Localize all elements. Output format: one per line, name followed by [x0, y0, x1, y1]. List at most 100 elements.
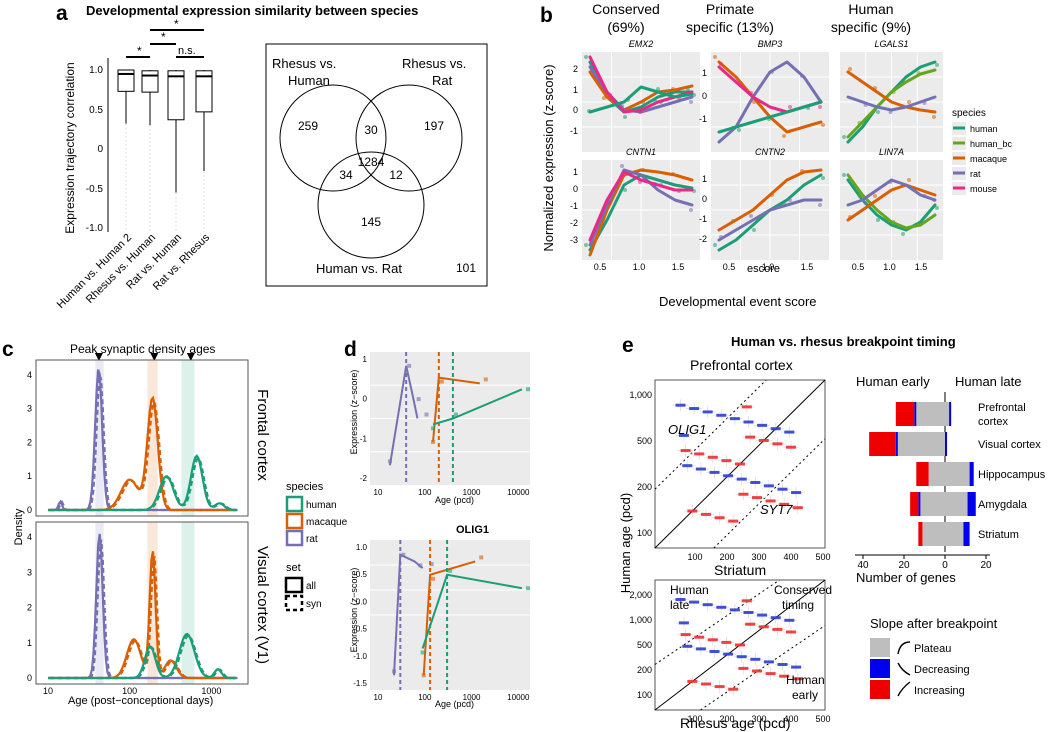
- venn-region: 197: [424, 119, 444, 133]
- c-legend-label: macaque: [306, 517, 348, 528]
- b-ytick: 0: [573, 105, 578, 115]
- b-col-title-human: Human specific (9%): [831, 1, 911, 35]
- e-annot-human-early: Human early: [786, 673, 825, 702]
- e-gene-point: [723, 474, 734, 478]
- e-xtick: 400: [783, 714, 798, 724]
- venn-frame: [265, 43, 488, 287]
- b-gene-title: BMP3: [758, 39, 783, 49]
- c-xtick: 10: [43, 686, 53, 696]
- b-ytick: -1: [699, 114, 707, 124]
- e-gene-point: [707, 638, 718, 642]
- b-ytick: 0: [573, 184, 578, 194]
- d-point: [479, 555, 484, 560]
- e-gene-point: [745, 435, 756, 439]
- b-ytick: -1: [570, 201, 578, 211]
- b-legend-label: macaque: [970, 154, 1007, 164]
- venn-circle-a: [279, 84, 387, 192]
- c-panel-frame: [35, 359, 249, 517]
- e-gene-point: [741, 405, 752, 409]
- b-point: [800, 169, 804, 173]
- b-point: [842, 135, 846, 139]
- c-legend-set: syn: [306, 599, 322, 610]
- venn-circle-b: [355, 84, 463, 192]
- b-point: [863, 201, 868, 205]
- d-subtitle: OLIG1: [456, 524, 489, 536]
- e-gene-point: [735, 462, 745, 466]
- b-point: [818, 203, 822, 207]
- e-diagonal-dotted: [654, 379, 767, 490]
- e-xtick: 500: [815, 552, 830, 562]
- e-gene-point: [750, 480, 761, 484]
- b-column-titles: Conserved (69%) Primate specific (13%) Hum…: [592, 1, 911, 35]
- b-point: [806, 106, 810, 110]
- b-ytick: 1: [702, 174, 707, 184]
- d-ytick: 1.0: [356, 543, 368, 552]
- e-bar-segment: [910, 492, 919, 516]
- e-region-label: Amygdala: [978, 499, 1028, 511]
- e-bar-segment: [928, 462, 945, 486]
- e-ytick: 100: [637, 528, 652, 538]
- b-point: [922, 194, 927, 198]
- b-ytick: 1: [702, 68, 707, 78]
- e-xtick: 300: [751, 552, 766, 562]
- c-ytick: 4: [27, 532, 32, 542]
- b-ytick: -1: [570, 126, 578, 136]
- c-density-syn: [49, 399, 238, 512]
- b-point: [788, 105, 792, 109]
- e-gene-point: [721, 640, 732, 644]
- b-point: [602, 96, 606, 100]
- a-ytick: -1.0: [86, 223, 104, 234]
- d-xtick: 1000: [463, 488, 481, 497]
- e-slope-label: Plateau: [914, 643, 951, 655]
- e-ylabel: Human age (pcd): [618, 493, 633, 593]
- c-shaded-band: [147, 522, 158, 684]
- sig-label: *: [137, 44, 142, 58]
- b-ytick: 2: [573, 64, 578, 74]
- e-bar-segment: [949, 402, 952, 426]
- b-trend-line: [846, 183, 937, 222]
- b-ytick: -2: [699, 234, 707, 244]
- b-trend-line: [846, 178, 937, 207]
- d-point: [420, 650, 425, 655]
- e-gene-point: [792, 506, 803, 510]
- b-xtick: 1.5: [915, 262, 928, 272]
- b-gene-title: LGALS1: [874, 39, 908, 49]
- b-point: [671, 87, 675, 91]
- b-point: [848, 67, 852, 71]
- e-gene-point: [728, 519, 739, 523]
- e-region-label: Visual cortex: [978, 439, 1041, 451]
- d-ytick: -0.5: [353, 625, 367, 634]
- venn-region: 1284: [358, 155, 385, 169]
- e-bar-header: Human early: [856, 374, 930, 389]
- d-breakpoint-line: [421, 573, 523, 649]
- venn-outside-count: 101: [456, 261, 476, 275]
- e-annot-conserved: Conserved timing: [774, 583, 832, 612]
- d-xtick: 10: [374, 488, 383, 497]
- e-gene-point: [714, 685, 725, 689]
- box-body: [195, 70, 213, 113]
- b-point: [689, 208, 693, 212]
- b-point: [752, 228, 756, 232]
- d-point: [448, 568, 453, 573]
- c-peak-marker: [186, 353, 195, 361]
- panel-label-d: d: [344, 338, 357, 361]
- d-ytick: 0.0: [356, 597, 368, 606]
- d-point: [418, 563, 423, 568]
- e-bar-segment: [869, 432, 896, 456]
- panel-label-c: c: [2, 338, 14, 361]
- panel-a-ylabel: Expression trajectory correlation: [63, 62, 77, 233]
- e-gene-point: [752, 496, 762, 500]
- c-shaded-band: [181, 522, 195, 684]
- b-point: [876, 218, 880, 222]
- c-legend-title: species: [286, 481, 324, 493]
- e-gene-point: [779, 502, 790, 506]
- e-gene-point: [701, 512, 711, 516]
- e-str-title: Striatum: [714, 562, 766, 578]
- b-point: [916, 71, 921, 75]
- e-region-label: Hippocampus: [978, 469, 1046, 481]
- e-bar-segment: [945, 462, 970, 486]
- b-ytick: -1: [699, 214, 707, 224]
- e-xtick: 300: [751, 714, 766, 724]
- e-gene-point: [675, 403, 686, 407]
- e-gene-point: [738, 492, 749, 496]
